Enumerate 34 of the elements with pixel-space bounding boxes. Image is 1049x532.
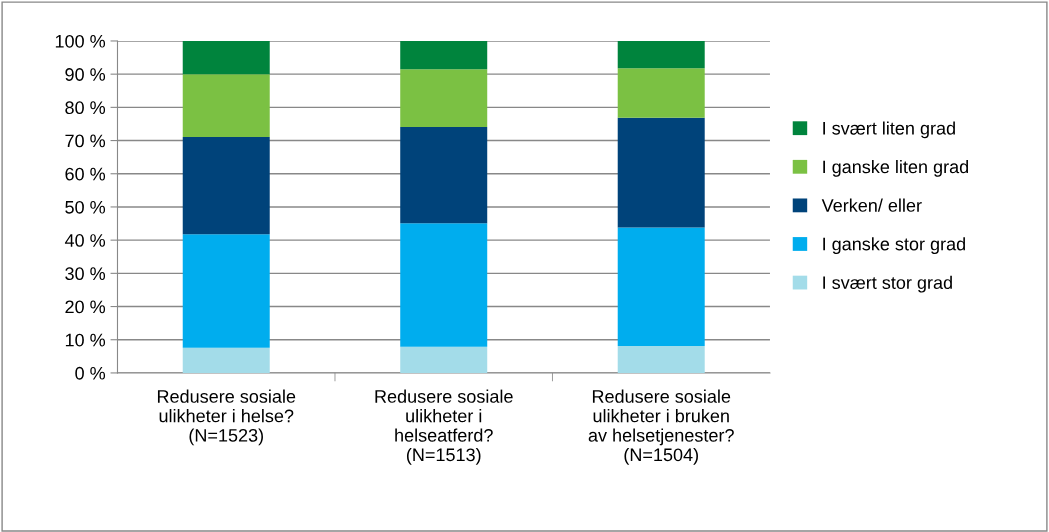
x-tick-label: Redusere sosiale ulikheter i bruken av helsetjenester? (N=1504) <box>588 389 734 465</box>
bar <box>400 40 488 70</box>
bar <box>182 74 270 137</box>
y-tick-label: 70 % <box>65 134 106 148</box>
legend-label: Verken/ eller <box>821 198 922 212</box>
y-tick-label: 60 % <box>65 167 106 181</box>
bar <box>617 117 705 228</box>
y-tick-label: 100 % <box>55 34 106 48</box>
bar <box>617 40 705 69</box>
legend-label: I ganske stor grad <box>823 237 965 255</box>
bar <box>617 227 705 347</box>
bar <box>400 69 488 127</box>
bar <box>182 40 270 75</box>
x-tick-label: Redusere sosiale ulikheter i helse? (N=1523) <box>157 389 296 446</box>
bar <box>400 126 488 224</box>
bar <box>400 346 488 373</box>
bar <box>617 68 705 118</box>
bar <box>182 136 270 235</box>
y-tick-label: 0 % <box>75 366 106 380</box>
legend-label: I svært stor grad <box>823 275 952 293</box>
y-tick-label: 20 % <box>65 300 106 314</box>
y-tick-label: 50 % <box>65 200 106 214</box>
legend-label: I svært liten grad <box>823 121 955 139</box>
bar <box>182 347 270 373</box>
bar <box>400 223 488 347</box>
y-tick-label: 30 % <box>65 267 106 281</box>
legend-label: I ganske liten grad <box>823 159 969 177</box>
y-tick-label: 40 % <box>64 234 106 247</box>
bar <box>617 346 705 373</box>
y-tick-label: 90 % <box>65 68 106 81</box>
y-tick-label: 80 % <box>65 101 106 115</box>
x-tick-label: Redusere sosiale ulikheter i helseatferd? (N=1513) <box>375 389 513 465</box>
y-tick-label: 10 % <box>65 333 106 347</box>
bar <box>182 234 270 348</box>
